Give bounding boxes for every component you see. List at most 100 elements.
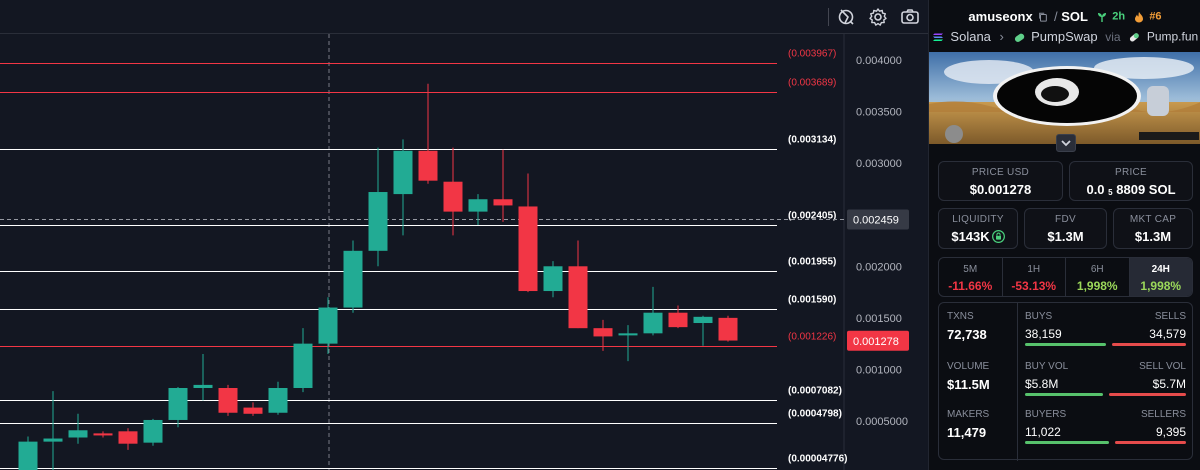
candle-body[interactable] — [118, 431, 138, 444]
candle-body[interactable] — [293, 343, 313, 388]
candle-body[interactable] — [368, 192, 388, 251]
pair-header: amuseonx / SOL 2h #6 — [929, 8, 1200, 24]
sellers-bar — [1115, 441, 1186, 444]
buys-bar — [1025, 343, 1106, 346]
tab-5m[interactable]: 5M -11.66% — [939, 258, 1003, 296]
candle-body[interactable] — [43, 438, 63, 442]
stats-row-makers: MAKERS 11,479 BUYERS 11,022 SELLERS 9,39… — [939, 401, 1194, 449]
lock-icon[interactable] — [991, 230, 1005, 243]
candle-body[interactable] — [618, 333, 638, 336]
flame-icon — [1134, 11, 1143, 23]
pair-base-symbol[interactable]: amuseonx — [968, 9, 1033, 25]
expand-banner-button[interactable] — [1056, 134, 1076, 152]
sells-label: SELLS — [1154, 311, 1186, 322]
tab-6h[interactable]: 6H 1,998% — [1066, 258, 1130, 296]
trending-rank: #6 — [1149, 10, 1162, 23]
liquidity-card: LIQUIDITY $143K — [938, 208, 1018, 249]
candle-body[interactable] — [468, 199, 488, 212]
liquidity-label: LIQUIDITY — [952, 214, 1004, 225]
tab-24h[interactable]: 24H 1,998% — [1129, 258, 1192, 296]
candle-body[interactable] — [143, 419, 163, 443]
candle-body[interactable] — [93, 433, 113, 436]
launchpad-name[interactable]: Pump.fun — [1146, 29, 1199, 44]
copy-icon[interactable] — [1038, 12, 1048, 22]
token-banner — [929, 52, 1200, 144]
pair-info-panel: amuseonx / SOL 2h #6 Solana › PumpSwap v… — [928, 0, 1200, 470]
candle-body[interactable] — [543, 266, 563, 292]
price-usd-card: PRICE USD $0.001278 — [938, 161, 1063, 201]
crosshair-price-label: 0.002459 — [853, 215, 899, 227]
pair-age: 2h — [1112, 10, 1126, 23]
y-tick-label: 0.001000 — [856, 364, 902, 376]
candle-body[interactable] — [193, 384, 213, 388]
candle-body[interactable] — [318, 307, 338, 344]
last-price-tag — [847, 330, 909, 351]
chart-toolbar — [0, 0, 928, 34]
candle-body[interactable] — [668, 312, 688, 328]
candle-body[interactable] — [493, 199, 513, 206]
candle-body[interactable] — [518, 206, 538, 292]
price-chart[interactable]: (0.003967) (0.003689) (0.003134) (0.002405)… — [0, 0, 928, 470]
tab-24h-change: 1,998% — [1140, 279, 1182, 293]
y-tick-label: 0.0005000 — [856, 416, 908, 428]
candle-body[interactable] — [68, 430, 88, 438]
y-tick-label: 0.002000 — [856, 261, 902, 273]
tab-1h-change: -53.13% — [1011, 279, 1057, 293]
tab-6h-change: 1,998% — [1076, 279, 1118, 293]
chain-name[interactable]: Solana — [950, 29, 991, 45]
chart-style-icon[interactable] — [836, 7, 856, 27]
sellers-label: SELLERS — [1140, 409, 1186, 420]
candle-body[interactable] — [343, 250, 363, 308]
gear-icon[interactable] — [868, 7, 888, 27]
market-cap-card: MKT CAP $1.3M — [1113, 208, 1193, 249]
tab-1h-label: 1H — [1027, 264, 1041, 275]
price-line-label: (0.001226) — [788, 332, 836, 343]
stats-row-txns: TXNS 72,738 BUYS 38,159 SELLS 34,579 — [939, 303, 1194, 351]
candle-body[interactable] — [418, 150, 438, 181]
candle-body[interactable] — [218, 387, 238, 413]
price-usd-label: PRICE USD — [971, 167, 1030, 178]
tab-1h[interactable]: 1H -53.13% — [1003, 258, 1066, 296]
price-native-prefix: 0.0 — [1086, 182, 1105, 197]
candle-body[interactable] — [593, 328, 613, 337]
sell-volume-bar — [1109, 393, 1186, 396]
price-line-label: (0.001590) — [788, 295, 836, 306]
price-native-zeros: 5 — [1108, 188, 1113, 197]
candle-body[interactable] — [693, 316, 713, 324]
candle-body[interactable] — [18, 441, 38, 470]
liquidity-value-row: $143K — [939, 229, 1017, 244]
makers-value: 11,479 — [947, 425, 987, 440]
timeframe-tabs: 5M -11.66% 1H -53.13% 6H 1,998% 24H 1,99… — [938, 257, 1193, 297]
camera-icon[interactable] — [900, 7, 920, 27]
candle-body[interactable] — [568, 266, 588, 329]
buys-value: 38,159 — [1025, 327, 1062, 341]
candle-body[interactable] — [718, 317, 738, 341]
volume-label: VOLUME — [947, 361, 990, 372]
via-label: via — [1105, 29, 1121, 44]
trade-stats: TXNS 72,738 BUYS 38,159 SELLS 34,579 VOL… — [938, 302, 1194, 461]
candle-body[interactable] — [643, 312, 663, 334]
chevron-down-icon — [1061, 140, 1071, 147]
buys-label: BUYS — [1025, 311, 1053, 322]
buy-volume-value: $5.8M — [1025, 377, 1059, 391]
dex-name[interactable]: PumpSwap — [1031, 29, 1098, 45]
candle-body[interactable] — [168, 387, 188, 420]
y-tick-label: 0.004000 — [856, 55, 902, 67]
candle-body[interactable] — [443, 181, 463, 212]
price-line-label: (0.00004776) — [788, 454, 848, 465]
candle-body[interactable] — [393, 150, 413, 195]
stats-row-volume: VOLUME $11.5M BUY VOL $5.8M SELL VOL $5.… — [939, 353, 1194, 401]
candle-body[interactable] — [243, 407, 263, 414]
sprout-icon — [1097, 12, 1106, 22]
price-line-label: (0.003134) — [788, 135, 836, 146]
toolbar-divider — [828, 8, 829, 26]
tab-5m-label: 5M — [963, 264, 978, 275]
chart-pane[interactable]: (0.003967) (0.003689) (0.003134) (0.002405)… — [0, 0, 928, 470]
tab-5m-change: -11.66% — [948, 279, 993, 293]
tab-24h-label: 24H — [1151, 264, 1170, 275]
sellers-value: 9,395 — [1155, 425, 1186, 439]
price-native-card: PRICE 0.0 5 8809 SOL — [1069, 161, 1193, 201]
candle-body[interactable] — [268, 387, 288, 413]
txns-label: TXNS — [947, 311, 974, 322]
makers-label: MAKERS — [947, 409, 990, 420]
